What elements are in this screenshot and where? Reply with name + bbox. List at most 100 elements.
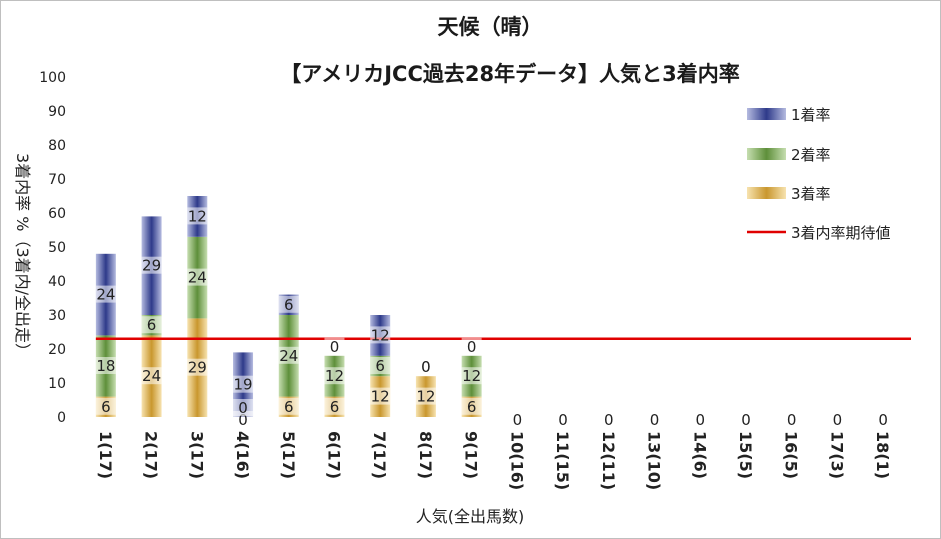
legend-swatch [747,148,786,160]
x-tick-label: 1(17) [96,431,115,479]
data-label: 18 [96,357,115,375]
data-label-bg [644,411,665,428]
data-label: 6 [147,316,157,334]
data-label: 0 [650,411,660,429]
x-tick-label: 5(17) [279,431,298,479]
data-label: 0 [787,411,797,429]
data-label-bg [370,357,391,374]
data-label: 12 [462,367,481,385]
data-label-bg [415,387,436,405]
data-label-bg [324,367,345,385]
data-labels: 6182424629292412001962466120126121200612… [95,207,894,429]
y-tick-label: 50 [48,240,66,256]
data-label: 6 [284,296,294,314]
x-tick-label: 4(16) [233,431,252,479]
x-tick-label: 12(11) [599,431,618,490]
x-tick-label: 15(5) [736,431,755,479]
data-label-bg [324,337,345,355]
y-tick-label: 100 [39,70,66,86]
legend-label: 2着率 [791,146,831,164]
data-label: 12 [371,326,390,344]
data-label-bg [461,337,482,355]
y-tick-label: 10 [48,376,66,392]
x-tick-label: 3(17) [187,431,206,479]
data-label: 24 [188,269,207,287]
data-label: 6 [284,398,294,416]
data-label: 6 [101,398,111,416]
data-label: 6 [375,357,385,375]
x-tick-label: 14(6) [690,431,709,479]
data-label: 0 [238,411,248,429]
chart-subtitle: 【アメリカJCC過去28年データ】人気と3着内率 [280,62,739,86]
data-label-bg [690,411,711,428]
data-label: 0 [741,411,751,429]
data-label-bg [553,411,574,428]
x-tick-label: 17(3) [827,431,846,479]
data-label: 0 [330,338,340,356]
data-label: 0 [695,411,705,429]
y-tick-label: 0 [57,410,66,426]
x-tick-label: 8(17) [416,431,435,479]
legend-swatch [747,187,786,199]
data-label-bg [370,326,391,344]
data-label-bg [95,285,116,303]
y-tick-label: 60 [48,206,66,222]
data-label: 0 [467,338,477,356]
data-label-bg [95,397,116,415]
x-tick-label: 6(17) [324,431,343,479]
data-label-bg [827,411,848,428]
data-label: 0 [421,358,431,376]
data-label: 12 [371,388,390,406]
x-tick-label: 2(17) [142,431,161,479]
data-label: 29 [142,257,161,275]
data-label: 29 [188,359,207,377]
x-tick-label: 7(17) [370,431,389,479]
legend-label: 3着率 [791,185,831,203]
legend-label: 3着内率期待値 [791,224,891,242]
y-tick-label: 90 [48,104,66,120]
y-tick-label: 30 [48,308,66,324]
data-label-bg [278,346,299,364]
data-label: 0 [878,411,888,429]
data-label-bg [278,397,299,415]
legend: 1着率 2着率 3着率 3着内率期待値 [747,106,891,242]
x-tick-label: 10(16) [507,431,526,490]
data-label: 6 [467,398,477,416]
data-label: 12 [416,388,435,406]
data-label: 6 [330,398,340,416]
data-label-bg [873,411,894,428]
chart-title: 天候（晴） [438,15,543,39]
y-axis-ticks: 0 10 20 30 40 50 60 70 80 90 100 [39,70,66,426]
x-axis-title: 人気(全出馬数) [416,507,525,526]
data-label-bg [324,397,345,415]
data-label-bg [781,411,802,428]
data-label: 0 [833,411,843,429]
x-tick-label: 16(5) [782,431,801,479]
y-tick-label: 40 [48,274,66,290]
x-tick-label: 18(1) [873,431,892,479]
y-tick-label: 70 [48,172,66,188]
data-label-bg [507,411,528,428]
legend-label: 1着率 [791,106,831,124]
data-label-bg [141,367,162,385]
data-label: 0 [604,411,614,429]
data-label: 0 [513,411,523,429]
data-label-bg [461,367,482,385]
data-label-bg [233,399,254,416]
data-label: 24 [142,367,161,385]
data-label-bg [735,411,756,428]
data-label-bg [187,207,208,225]
data-label: 12 [325,367,344,385]
legend-swatch [747,108,786,120]
data-label-bg [461,397,482,415]
y-tick-label: 20 [48,342,66,358]
x-tick-label: 9(17) [462,431,481,479]
data-label: 24 [279,347,298,365]
data-label-bg [278,295,299,313]
data-label-bg [233,375,254,393]
data-label: 0 [558,411,568,429]
data-label-bg [141,256,162,274]
y-axis-title: 3着内率 %（3着内/全出走） [13,153,32,359]
x-tick-label: 11(15) [553,431,572,490]
